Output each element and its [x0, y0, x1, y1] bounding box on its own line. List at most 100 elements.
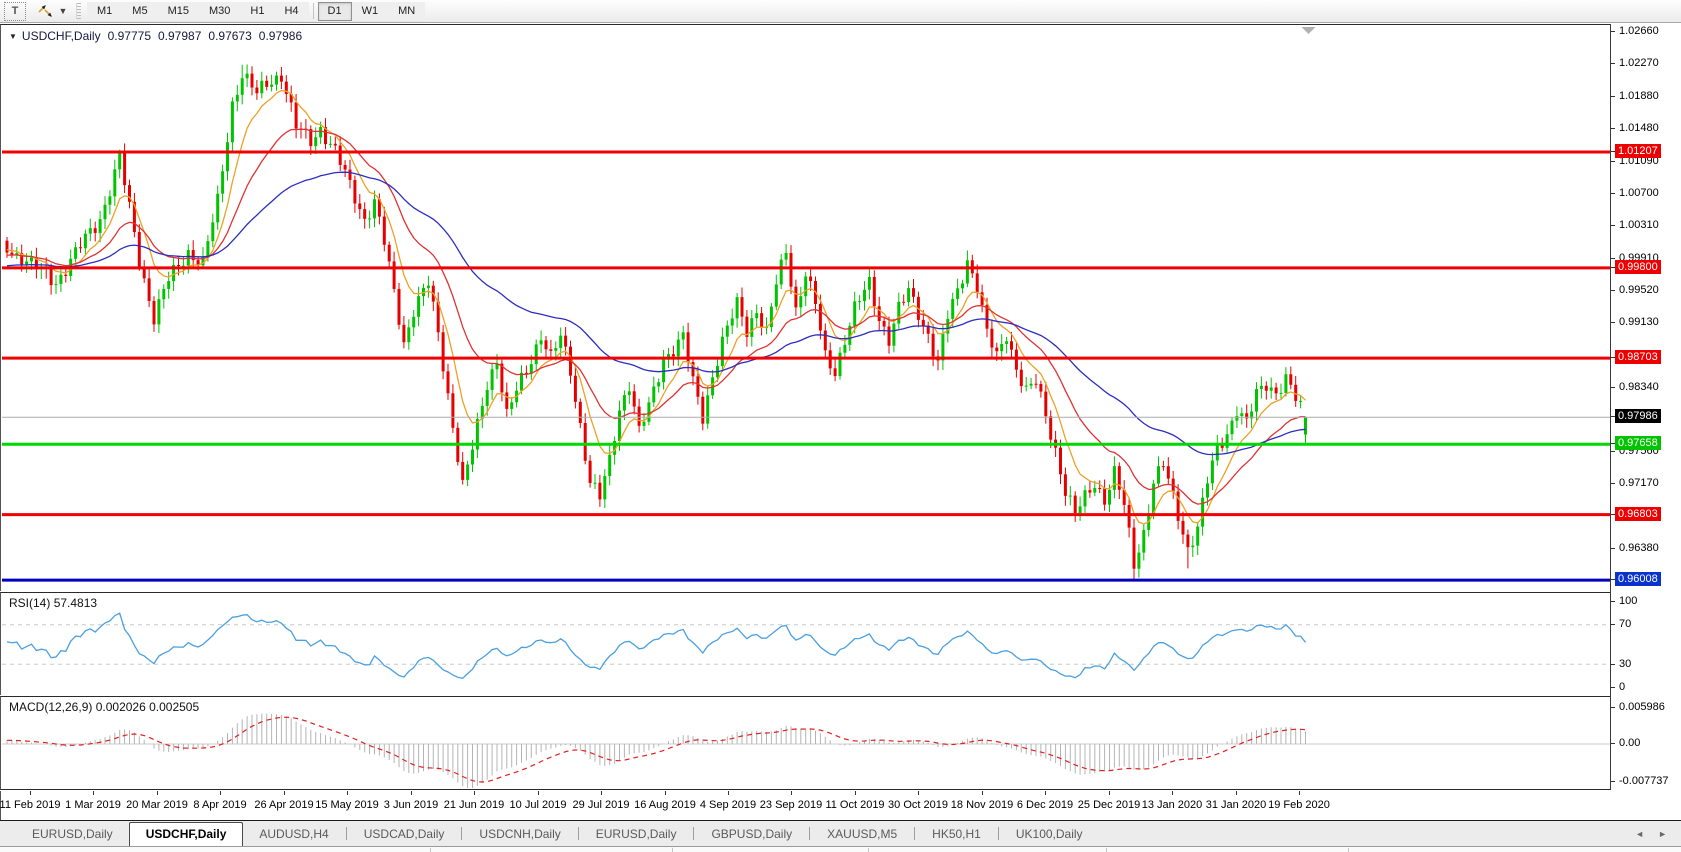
rsi-panel[interactable]: RSI(14) 57.4813 [0, 592, 1681, 695]
axis-price-label: 1.01090 [1619, 155, 1659, 167]
rsi-chart[interactable] [2, 593, 1611, 695]
tab-separator [914, 827, 916, 840]
tab-separator [345, 827, 347, 840]
price-line-label: 0.97986 [1615, 409, 1661, 423]
date-label: 21 Jun 2019 [443, 799, 505, 811]
macd-chart[interactable] [2, 697, 1611, 789]
timeframe-button-h1[interactable]: H1 [240, 1, 275, 21]
timeframe-button-d1[interactable]: D1 [317, 1, 352, 21]
date-tick-mark [791, 791, 792, 795]
rsi-value: 57.4813 [53, 596, 98, 610]
date-label: 15 May 2019 [315, 799, 379, 811]
toolbar-separator [312, 3, 314, 19]
axis-price-label: 1.01880 [1619, 90, 1659, 102]
date-label: 20 Mar 2019 [126, 799, 188, 811]
axis-tick-mark [1611, 743, 1615, 744]
price-line-label: 0.99800 [1615, 260, 1661, 274]
chart-title: ▼ USDCHF,Daily 0.97775 0.97987 0.97673 0.9798… [9, 29, 302, 43]
macd-axis-label: 0.005986 [1619, 701, 1665, 713]
axis-tick-mark [1611, 31, 1615, 32]
chart-tab-eurusd-daily[interactable]: EURUSD,Daily [595, 827, 677, 841]
price-line-label: 0.98703 [1615, 350, 1661, 364]
date-tick-mark [157, 791, 158, 795]
chart-tab-eurusd-daily[interactable]: EURUSD,Daily [32, 827, 113, 841]
price-line-label: 0.97658 [1615, 436, 1661, 450]
date-label: 11 Oct 2019 [825, 799, 885, 811]
tab-separator [809, 827, 811, 840]
timeframe-button-m5[interactable]: M5 [122, 1, 158, 21]
date-tick-mark [1236, 791, 1237, 795]
axis-tick-mark [1611, 687, 1615, 688]
text-tool-button[interactable]: T [4, 1, 26, 21]
axis-price-label: 1.00310 [1619, 219, 1659, 231]
axis-tick-mark [1611, 579, 1615, 580]
arrange-dropdown-caret[interactable]: ▼ [56, 2, 70, 21]
ohlc-open: 0.97775 [107, 29, 151, 43]
date-tick-mark [347, 791, 348, 795]
date-tick-mark [918, 791, 919, 795]
chart-tab-bar: EURUSD,Daily USDCHF,Daily AUDUSD,H4 USDCAD,… [0, 820, 1681, 846]
date-tick-mark [220, 791, 221, 795]
timeframe-button-m15[interactable]: M15 [157, 1, 199, 21]
macd-values: 0.002026 0.002505 [95, 700, 200, 714]
price-line-label: 0.96803 [1615, 507, 1661, 521]
axis-tick-mark [1611, 514, 1615, 515]
candlestick-chart[interactable] [2, 25, 1611, 591]
timeframe-button-h4[interactable]: H4 [274, 1, 309, 21]
tab-separator [461, 827, 463, 840]
status-divider [1106, 848, 1107, 852]
date-tick-mark [1109, 791, 1110, 795]
chart-tab-usdchf-daily[interactable]: USDCHF,Daily [128, 822, 244, 846]
axis-tick-mark [1611, 128, 1615, 129]
chart-symbol: USDCHF,Daily [21, 29, 101, 43]
axis-tick-mark [1611, 416, 1615, 417]
date-label: 6 Dec 2019 [1016, 799, 1074, 811]
date-tick-mark [728, 791, 729, 795]
axis-tick-mark [1611, 624, 1615, 625]
main-chart-panel[interactable]: ▼ USDCHF,Daily 0.97775 0.97987 0.97673 0.9798… [0, 24, 1681, 591]
status-divider [868, 848, 869, 852]
date-label: 19 Feb 2020 [1268, 799, 1330, 811]
date-tick-mark [1299, 791, 1300, 795]
date-label: 10 Jul 2019 [509, 799, 567, 811]
collapse-triangle-icon[interactable]: ▼ [9, 32, 17, 41]
chart-tab-audusd-h4[interactable]: AUDUSD,H4 [259, 827, 329, 841]
axis-price-label: 1.02270 [1619, 57, 1659, 69]
macd-axis-label: -0.007737 [1619, 775, 1669, 787]
date-label: 30 Oct 2019 [888, 799, 948, 811]
macd-label: MACD(12,26,9) 0.002026 0.002505 [9, 700, 200, 714]
axis-price-label: 0.96380 [1619, 542, 1659, 554]
timeframe-button-m30[interactable]: M30 [198, 1, 241, 21]
timeframe-button-mn[interactable]: MN [388, 1, 426, 21]
price-line-label: 1.01207 [1615, 144, 1661, 158]
date-axis[interactable]: 11 Feb 2019 1 Mar 2019 20 Mar 2019 8 Apr 20… [0, 791, 1610, 820]
chart-tab-usdcad-daily[interactable]: USDCAD,Daily [363, 827, 445, 841]
chart-tab-usdcnh-daily[interactable]: USDCNH,Daily [479, 827, 561, 841]
axis-tick-mark [1611, 601, 1615, 602]
chart-tab-uk100-daily[interactable]: UK100,Daily [1015, 827, 1083, 841]
rsi-axis-label: 70 [1619, 618, 1632, 630]
ohlc-close: 0.97986 [258, 29, 303, 43]
axis-tick-mark [1611, 781, 1615, 782]
date-tick-mark [855, 791, 856, 795]
timeframe-button-m1[interactable]: M1 [87, 1, 123, 21]
chart-tab-gbpusd-daily[interactable]: GBPUSD,Daily [711, 827, 793, 841]
axis-tick-mark [1611, 483, 1615, 484]
tab-scroll-left-button[interactable]: ◄ [1635, 829, 1645, 839]
axis-tick-mark [1611, 161, 1615, 162]
timeframe-button-w1[interactable]: W1 [351, 1, 389, 21]
date-tick-mark [284, 791, 285, 795]
chart-tab-xauusd-m5[interactable]: XAUUSD,M5 [827, 827, 898, 841]
arrange-tool-button[interactable] [34, 2, 56, 21]
macd-panel[interactable]: MACD(12,26,9) 0.002026 0.002505 [0, 696, 1681, 790]
ohlc-high: 0.97987 [158, 29, 202, 43]
timeframe-button-group: M1 M5 M15 M30 H1 H4 D1 W1 MN [87, 1, 426, 21]
tab-scroll-right-button[interactable]: ► [1658, 829, 1667, 839]
chart-tab-hk50-h1[interactable]: HK50,H1 [932, 827, 981, 841]
macd-axis-label: 0.00 [1619, 737, 1641, 749]
date-label: 11 Feb 2019 [0, 799, 61, 811]
price-axis[interactable]: 1.02660 1.02270 1.01880 1.01480 1.01090 1.007… [1610, 24, 1681, 790]
date-label: 8 Apr 2019 [193, 799, 247, 811]
axis-price-label: 1.01480 [1619, 122, 1659, 134]
date-tick-mark [1045, 791, 1046, 795]
